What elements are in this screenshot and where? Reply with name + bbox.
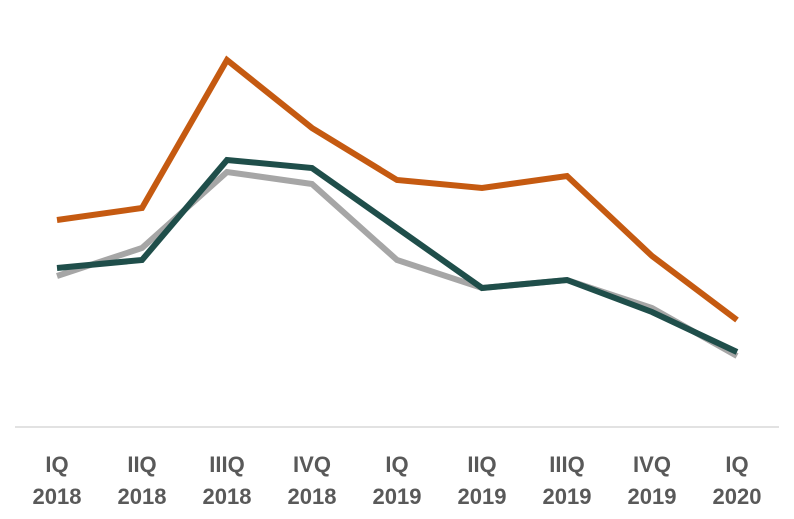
x-tick-year: 2020 (713, 484, 762, 509)
x-tick-year: 2019 (628, 484, 677, 509)
x-tick-label: IIIQ 2019 (543, 452, 592, 509)
series-line-2 (56, 55, 739, 323)
x-tick-label: IQ 2019 (373, 452, 422, 509)
x-tick-label: IIIQ 2018 (203, 452, 252, 509)
x-axis-ticks: IQ 2018 IIQ 2018 IIIQ 2018 IVQ 2018 IQ 2019 IIQ 201… (33, 452, 762, 509)
x-tick-label: IQ 2020 (713, 452, 762, 509)
x-tick-quarter: IQ (45, 452, 68, 477)
series-layer (56, 55, 739, 359)
x-tick-label: IIQ 2019 (458, 452, 507, 509)
x-tick-quarter: IVQ (293, 452, 331, 477)
x-tick-label: IIQ 2018 (118, 452, 167, 509)
x-tick-year: 2019 (373, 484, 422, 509)
x-tick-quarter: IIQ (127, 452, 156, 477)
x-tick-quarter: IQ (385, 452, 408, 477)
x-tick-year: 2019 (458, 484, 507, 509)
x-tick-year: 2018 (203, 484, 252, 509)
x-tick-year: 2018 (33, 484, 82, 509)
x-tick-quarter: IIQ (467, 452, 496, 477)
x-tick-quarter: IIIQ (549, 452, 584, 477)
x-tick-year: 2018 (118, 484, 167, 509)
x-tick-year: 2019 (543, 484, 592, 509)
x-tick-label: IQ 2018 (33, 452, 82, 509)
x-tick-quarter: IIIQ (209, 452, 244, 477)
x-tick-quarter: IQ (725, 452, 748, 477)
series-line-3 (56, 156, 739, 355)
x-tick-label: IVQ 2019 (628, 452, 677, 509)
x-tick-label: IVQ 2018 (288, 452, 337, 509)
x-tick-year: 2018 (288, 484, 337, 509)
x-tick-quarter: IVQ (633, 452, 671, 477)
series-line-1 (56, 168, 739, 359)
